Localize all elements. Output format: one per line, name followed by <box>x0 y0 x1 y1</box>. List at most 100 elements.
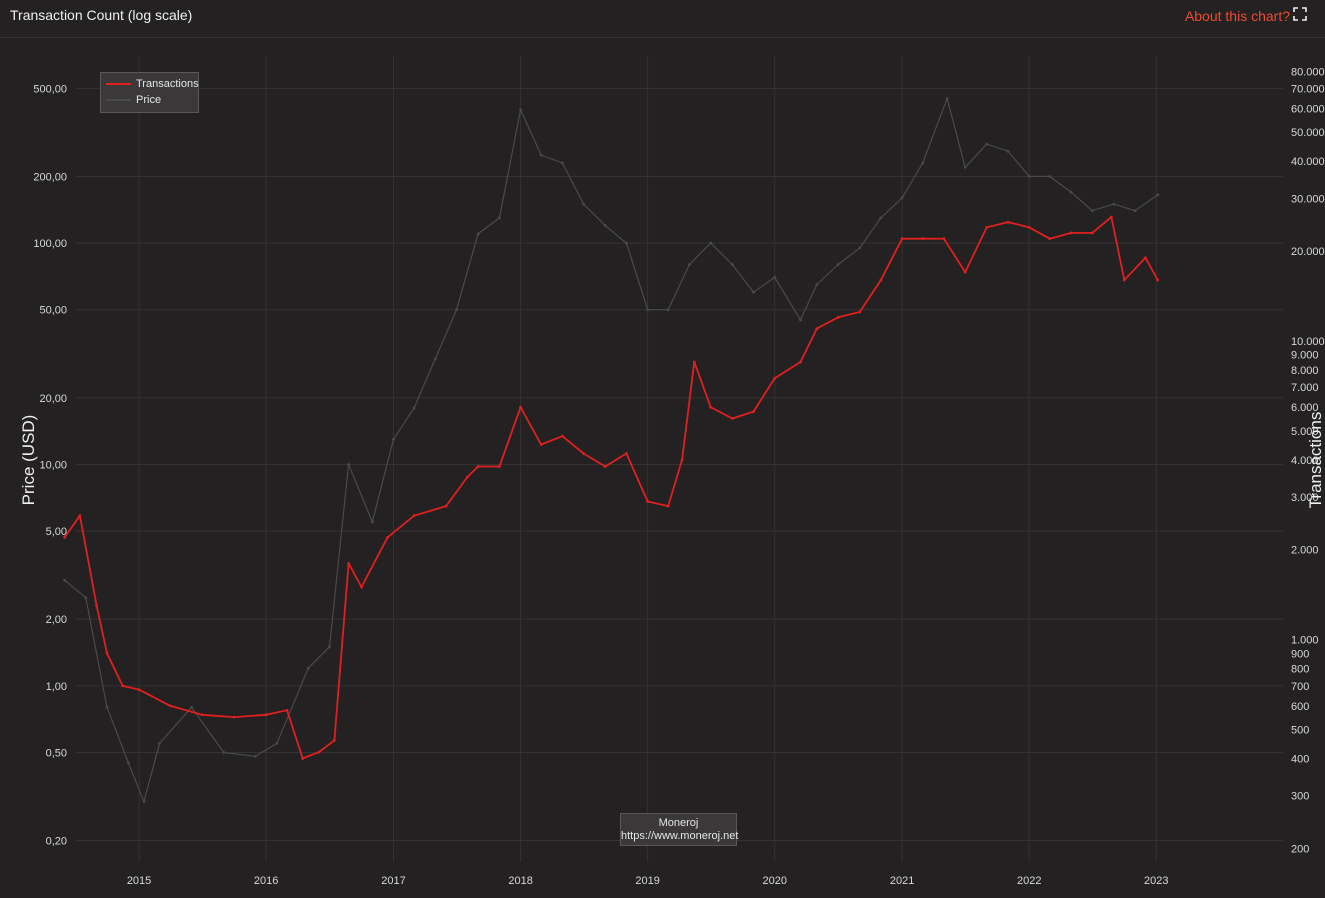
data-point-price <box>1112 202 1116 206</box>
data-point-transactions <box>1069 231 1073 235</box>
data-point-price <box>306 666 310 670</box>
y-left-tick-label: 2,00 <box>46 614 67 626</box>
y-right-tick-label: 60.000 <box>1291 104 1325 116</box>
data-point-transactions <box>121 684 125 688</box>
chart-header: Transaction Count (log scale) About this… <box>0 0 1325 38</box>
legend-item-transactions[interactable]: Transactions <box>106 77 199 91</box>
y-left-tick-label: 50,00 <box>39 305 67 317</box>
data-point-price <box>582 202 586 206</box>
y-right-tick-label: 500 <box>1291 724 1309 736</box>
legend-label-transactions: Transactions <box>136 78 199 90</box>
data-point-transactions <box>692 360 696 364</box>
data-point-price <box>1133 209 1137 213</box>
y-right-tick-label: 8.000 <box>1291 365 1319 377</box>
data-point-transactions <box>412 514 416 518</box>
data-point-price <box>370 520 374 524</box>
data-point-transactions <box>799 360 802 364</box>
y-right-tick-label: 10.000 <box>1291 336 1325 348</box>
y-right-tick-label: 30.000 <box>1291 193 1325 205</box>
data-point-transactions <box>900 237 904 241</box>
data-point-transactions <box>386 535 390 539</box>
data-point-transactions <box>105 651 109 655</box>
data-point-transactions <box>1122 278 1126 282</box>
data-point-price <box>752 290 755 294</box>
data-point-transactions <box>95 604 98 607</box>
data-point-price <box>1090 209 1094 213</box>
data-point-transactions <box>680 458 684 462</box>
data-point-transactions <box>465 475 469 479</box>
data-point-price <box>142 800 146 803</box>
y-right-tick-label: 800 <box>1291 664 1309 676</box>
data-point-price <box>1156 193 1160 197</box>
data-point-transactions <box>815 327 819 331</box>
data-point-price <box>519 108 523 112</box>
data-point-price <box>945 97 949 100</box>
data-point-transactions <box>858 310 862 314</box>
data-point-price <box>985 142 989 146</box>
y-right-axis-title: Transactions <box>1306 412 1325 509</box>
y-right-tick-label: 3.000 <box>1291 492 1319 504</box>
data-point-transactions <box>963 270 967 274</box>
data-point-price <box>858 246 862 250</box>
data-point-price <box>392 437 395 441</box>
y-right-tick-label: 6.000 <box>1291 402 1319 414</box>
data-point-price <box>455 308 458 312</box>
y-right-tick-label: 2.000 <box>1291 545 1319 557</box>
data-point-transactions <box>1048 237 1052 241</box>
data-point-price <box>412 406 416 410</box>
about-chart-link[interactable]: About this chart? <box>1184 8 1290 24</box>
y-left-tick-label: 1,00 <box>46 681 67 693</box>
y-right-tick-label: 300 <box>1291 791 1309 803</box>
data-point-transactions <box>560 434 564 438</box>
data-point-price <box>815 283 819 286</box>
x-tick-label: 2021 <box>890 875 914 887</box>
data-point-transactions <box>752 410 755 414</box>
y-left-tick-label: 20,00 <box>39 393 67 405</box>
credit-box[interactable]: Moneroj https://www.moneroj.net <box>620 813 739 846</box>
data-point-price <box>1069 190 1073 194</box>
data-point-price <box>1048 175 1052 178</box>
x-tick-label: 2022 <box>1017 875 1041 887</box>
data-point-transactions <box>360 585 363 589</box>
data-point-transactions <box>1156 278 1160 282</box>
data-point-price <box>190 705 194 709</box>
legend-label-price: Price <box>136 94 162 106</box>
data-point-transactions <box>709 405 713 409</box>
x-tick-label: 2023 <box>1144 875 1168 887</box>
y-right-tick-label: 50.000 <box>1291 127 1325 139</box>
data-point-price <box>497 216 501 220</box>
data-point-transactions <box>444 504 448 508</box>
data-point-price <box>328 645 331 649</box>
data-point-transactions <box>942 237 946 241</box>
chart-title: Transaction Count (log scale) <box>10 7 193 23</box>
data-point-price <box>433 357 437 361</box>
y-right-tick-label: 70.000 <box>1291 84 1325 96</box>
data-point-transactions <box>317 750 321 754</box>
data-point-transactions <box>921 237 925 241</box>
legend-item-price[interactable]: Price <box>106 93 161 107</box>
data-point-price <box>836 263 840 266</box>
data-point-transactions <box>1006 220 1010 224</box>
data-point-price <box>347 463 351 466</box>
data-point-price <box>603 224 607 227</box>
data-point-transactions <box>646 500 650 503</box>
y-left-tick-label: 500,00 <box>33 83 67 95</box>
data-point-transactions <box>879 278 883 282</box>
expand-icon[interactable] <box>1293 7 1307 21</box>
y-left-axis-title: Price (USD) <box>19 415 38 506</box>
data-point-price <box>158 741 161 745</box>
y-left-tick-label: 100,00 <box>33 238 67 250</box>
x-tick-label: 2018 <box>508 875 532 887</box>
data-point-price <box>709 241 713 245</box>
y-right-tick-label: 4.000 <box>1291 455 1319 467</box>
data-point-transactions <box>1144 256 1147 260</box>
data-point-price <box>921 161 925 165</box>
data-point-transactions <box>603 465 607 468</box>
credit-url: https://www.moneroj.net <box>621 830 739 842</box>
data-point-price <box>730 263 734 266</box>
data-point-price <box>253 754 257 758</box>
y-left-tick-label: 5,00 <box>46 526 67 538</box>
data-point-transactions <box>1109 215 1113 219</box>
data-point-price <box>773 275 777 279</box>
data-point-price <box>222 751 226 754</box>
